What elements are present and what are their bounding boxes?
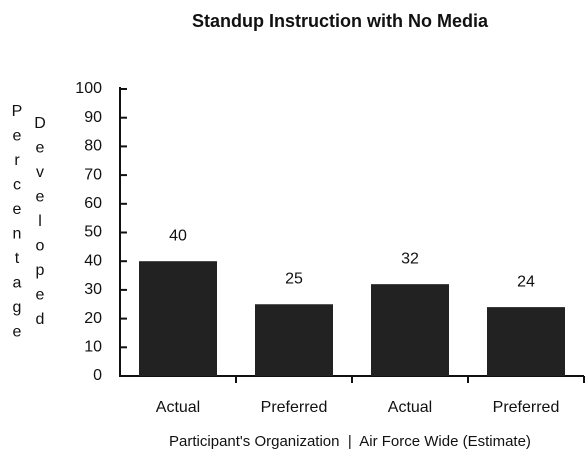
y-tick-label: 0	[93, 367, 102, 384]
y-tick-label: 40	[84, 252, 102, 269]
bar	[371, 284, 449, 376]
bar	[487, 307, 565, 376]
y-tick-label: 60	[84, 195, 102, 212]
x-tick-label: Actual	[156, 399, 200, 416]
y-tick-label: 80	[84, 138, 102, 155]
y-tick-label: 70	[84, 166, 102, 183]
value-label: 40	[169, 227, 187, 244]
x-tick-label: Preferred	[493, 399, 560, 416]
bar	[255, 304, 333, 376]
y-tick-label: 30	[84, 281, 102, 298]
value-label: 24	[517, 273, 535, 290]
x-tick-label: Preferred	[261, 399, 328, 416]
chart-title: Standup Instruction with No Media	[192, 11, 489, 31]
y-tick-label: 10	[84, 339, 102, 356]
x-axis-label: Participant's Organization | Air Force W…	[169, 433, 531, 450]
y-tick-label: 50	[84, 224, 102, 241]
y-tick-label: 20	[84, 310, 102, 327]
y-tick-label: 90	[84, 109, 102, 126]
y-tick-label: 100	[75, 80, 102, 97]
value-label: 25	[285, 270, 303, 287]
x-tick-label: Actual	[388, 399, 432, 416]
bar	[139, 261, 217, 376]
value-label: 32	[401, 250, 419, 267]
